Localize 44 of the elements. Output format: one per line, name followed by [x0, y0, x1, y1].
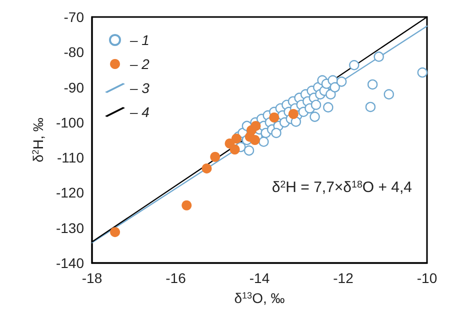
point — [417, 67, 428, 78]
point — [230, 144, 240, 154]
point — [367, 79, 378, 90]
point — [326, 89, 336, 100]
y-tick-label: -140 — [56, 255, 84, 271]
y-tick-label: -70 — [64, 9, 84, 25]
point — [231, 134, 242, 144]
point — [288, 108, 298, 119]
y-tick-label: -130 — [56, 220, 84, 236]
point — [182, 200, 192, 210]
y-tick-label: -80 — [64, 44, 84, 60]
point — [271, 128, 282, 138]
legend-label: – 3 — [129, 80, 150, 96]
point — [384, 89, 394, 100]
point — [330, 82, 340, 92]
y-tick-label: -120 — [56, 184, 84, 201]
point — [269, 112, 280, 123]
point — [323, 102, 334, 112]
point — [374, 52, 384, 62]
y-axis-title: δ2H, ‰ — [30, 118, 46, 162]
legend-label: – 1 — [129, 32, 150, 48]
x-tick-label: -16 — [166, 270, 186, 286]
x-tick-label: -12 — [333, 270, 354, 286]
legend-label: – 2 — [129, 56, 150, 72]
y-tick-label: -90 — [64, 79, 84, 96]
point — [336, 76, 347, 87]
x-tick-label: -14 — [249, 270, 270, 286]
point — [365, 102, 376, 112]
point — [310, 100, 322, 110]
y-tick-label: -110 — [57, 150, 84, 166]
point — [110, 227, 120, 238]
y-tick-label: -100 — [56, 114, 84, 130]
x-tick-label: -18 — [82, 270, 102, 286]
point — [210, 152, 220, 162]
point — [349, 60, 360, 70]
point — [202, 163, 212, 174]
point — [258, 136, 269, 147]
point — [250, 120, 261, 131]
legend-label: – 4 — [129, 104, 150, 120]
point — [244, 145, 254, 156]
point — [250, 135, 260, 145]
x-tick-label: -10 — [416, 270, 438, 286]
point — [310, 112, 320, 122]
point — [290, 116, 302, 127]
